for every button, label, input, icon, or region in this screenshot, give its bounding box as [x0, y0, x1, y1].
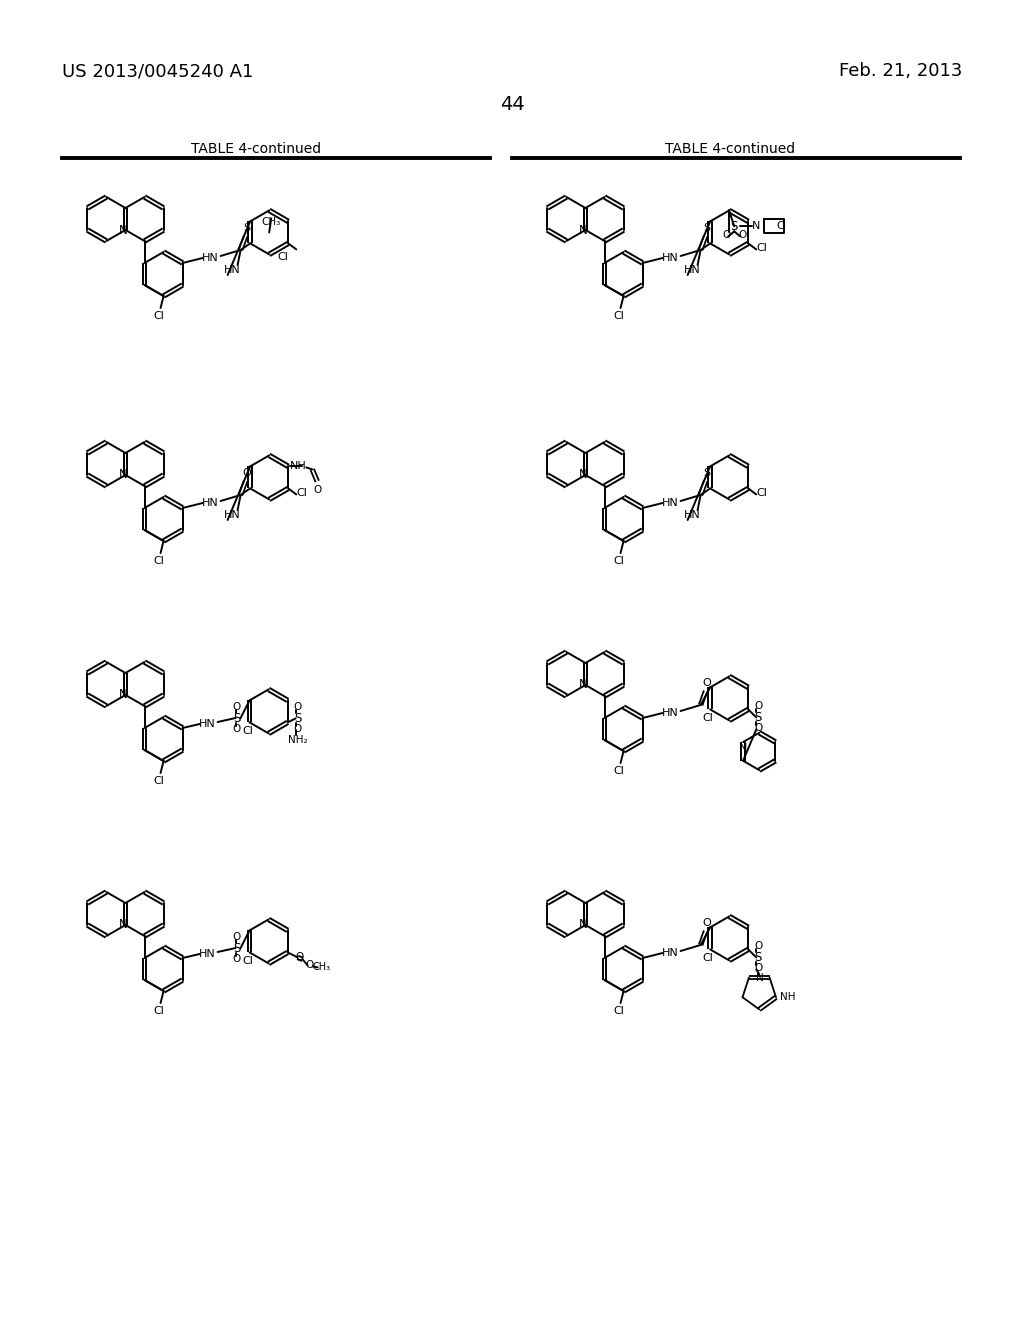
Text: O: O	[754, 723, 763, 734]
Text: HN: HN	[663, 708, 679, 718]
Text: N: N	[119, 223, 128, 236]
Text: S: S	[232, 941, 241, 954]
Text: Cl: Cl	[757, 488, 768, 499]
Text: Cl: Cl	[154, 312, 164, 321]
Text: NH: NH	[780, 993, 796, 1002]
Text: Cl: Cl	[242, 726, 253, 737]
Text: O: O	[232, 723, 241, 734]
Text: O: O	[702, 678, 711, 688]
Text: N: N	[756, 973, 764, 982]
Text: HN: HN	[202, 253, 219, 263]
Text: O: O	[232, 954, 241, 964]
Text: S: S	[703, 469, 711, 478]
Text: Cl: Cl	[613, 556, 624, 566]
Text: O: O	[313, 486, 322, 495]
Text: NH₂: NH₂	[288, 735, 307, 746]
Text: Feb. 21, 2013: Feb. 21, 2013	[839, 62, 962, 81]
Text: Cl: Cl	[154, 556, 164, 566]
Text: O: O	[754, 964, 763, 973]
Text: Cl: Cl	[702, 953, 714, 964]
Text: Cl: Cl	[613, 766, 624, 776]
Text: Cl: Cl	[702, 713, 714, 723]
Text: NH: NH	[290, 462, 306, 471]
Text: S: S	[755, 711, 762, 723]
Text: HN: HN	[663, 498, 679, 508]
Text: HN: HN	[224, 265, 241, 275]
Text: 44: 44	[500, 95, 524, 114]
Text: HN: HN	[200, 949, 216, 960]
Text: O: O	[777, 222, 785, 231]
Text: Cl: Cl	[154, 776, 164, 785]
Text: TABLE 4-continued: TABLE 4-continued	[665, 143, 795, 156]
Text: HN: HN	[663, 253, 679, 263]
Text: N: N	[580, 919, 588, 932]
Text: O: O	[243, 469, 251, 478]
Text: TABLE 4-continued: TABLE 4-continued	[190, 143, 322, 156]
Text: N: N	[119, 919, 128, 932]
Text: HN: HN	[663, 948, 679, 958]
Text: US 2013/0045240 A1: US 2013/0045240 A1	[62, 62, 253, 81]
Text: O: O	[296, 953, 304, 962]
Text: O: O	[294, 725, 302, 734]
Text: N: N	[580, 223, 588, 236]
Text: HN: HN	[200, 719, 216, 729]
Text: N: N	[580, 469, 588, 482]
Text: S: S	[755, 950, 762, 964]
Text: CH₃: CH₃	[312, 962, 331, 973]
Text: N: N	[580, 678, 588, 692]
Text: CH₃: CH₃	[261, 218, 281, 227]
Text: Cl: Cl	[242, 957, 253, 966]
Text: Cl: Cl	[297, 488, 307, 499]
Text: HN: HN	[202, 498, 219, 508]
Text: O: O	[232, 702, 241, 711]
Text: S: S	[730, 220, 738, 232]
Text: Cl: Cl	[613, 312, 624, 321]
Text: O: O	[294, 702, 302, 713]
Text: O: O	[738, 231, 746, 240]
Text: S: S	[294, 711, 301, 725]
Text: O: O	[232, 932, 241, 942]
Text: N: N	[119, 469, 128, 482]
Text: Cl: Cl	[154, 1006, 164, 1016]
Text: HN: HN	[224, 510, 241, 520]
Text: O: O	[754, 701, 763, 711]
Text: S: S	[243, 223, 250, 234]
Text: S: S	[232, 711, 241, 725]
Text: O: O	[722, 231, 730, 240]
Text: S: S	[703, 223, 711, 234]
Text: N: N	[119, 689, 128, 701]
Text: Cl: Cl	[278, 252, 289, 263]
Text: N: N	[752, 222, 761, 231]
Text: O: O	[305, 961, 313, 970]
Text: N: N	[739, 743, 748, 752]
Text: O: O	[702, 917, 711, 928]
Text: HN: HN	[684, 265, 701, 275]
Text: HN: HN	[684, 510, 701, 520]
Text: Cl: Cl	[613, 1006, 624, 1016]
Text: O: O	[754, 941, 763, 952]
Text: Cl: Cl	[757, 243, 768, 253]
